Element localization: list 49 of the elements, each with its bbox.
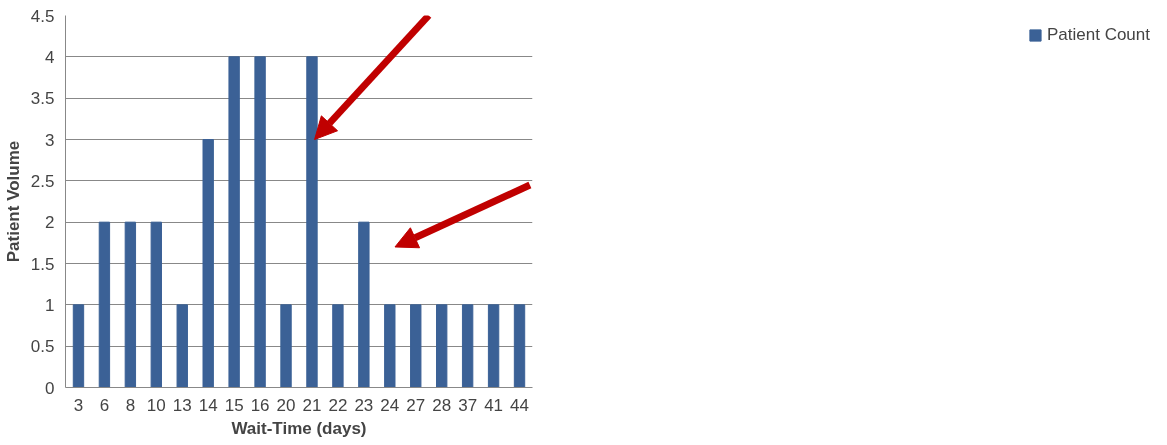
x-tick-label: 16 (250, 395, 270, 415)
x-tick-label: 14 (198, 395, 218, 415)
bar (358, 221, 370, 388)
bar (513, 304, 526, 388)
y-tick-label: 4.5 (30, 6, 55, 26)
x-tick-label: 8 (125, 395, 136, 415)
x-tick-label: 28 (432, 395, 452, 415)
bar (410, 304, 422, 388)
y-tick-label: 1 (45, 295, 55, 315)
x-tick-label: 10 (146, 395, 166, 415)
bar (72, 304, 85, 388)
bar (150, 221, 162, 388)
x-tick-label: 24 (380, 395, 400, 415)
bar (202, 139, 214, 388)
x-tick-label: 6 (99, 395, 110, 415)
bar (176, 304, 188, 388)
x-tick-label: 23 (354, 395, 374, 415)
y-tick-label: 2.5 (30, 171, 55, 191)
x-tick-label: 22 (328, 395, 348, 415)
x-tick-label: 27 (406, 395, 426, 415)
x-tick-label: 20 (276, 395, 296, 415)
y-tick-label: 0.5 (30, 337, 55, 357)
bar (254, 56, 266, 388)
bar (436, 304, 448, 388)
legend-label: Patient Count (1046, 25, 1150, 45)
y-tick-label: 3.5 (30, 89, 55, 109)
bar (98, 221, 111, 388)
bar (228, 56, 240, 388)
x-tick-label: 21 (302, 395, 322, 415)
y-tick-label: 0 (45, 378, 55, 398)
bar (384, 304, 396, 388)
x-tick-label: 15 (224, 395, 244, 415)
bar (487, 304, 500, 388)
x-tick-label: 41 (484, 395, 504, 415)
bar (306, 56, 318, 388)
x-axis-title: Wait-Time (days) (231, 418, 367, 438)
y-axis-title: Patient Volume (3, 140, 23, 263)
x-tick-label: 44 (510, 395, 529, 415)
bar (332, 304, 344, 388)
bar (124, 221, 137, 388)
bar (461, 304, 474, 388)
y-tick-label: 1.5 (30, 254, 55, 274)
y-tick-label: 3 (45, 130, 55, 150)
x-tick-label: 13 (172, 395, 192, 415)
x-tick-label: 37 (458, 395, 478, 415)
x-tick-label: 3 (73, 395, 84, 415)
bar (280, 304, 292, 388)
y-tick-label: 4 (45, 47, 55, 67)
y-tick-label: 2 (45, 213, 55, 233)
